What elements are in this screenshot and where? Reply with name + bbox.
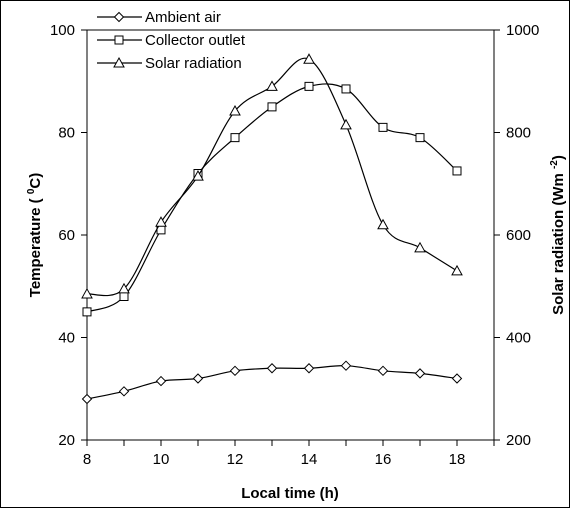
solar-radiation-data-point (155, 216, 167, 227)
right-y-tick-label: 200 (506, 432, 531, 449)
ambient-air-data-point (340, 360, 352, 371)
right-y-axis-title: Solar radiation (Wm -2) (549, 155, 567, 315)
left-y-axis-ticks: 20 40 60 80 100 (50, 22, 87, 449)
solar-radiation-data-point (81, 287, 93, 299)
x-axis-title: Local time (h) (241, 485, 339, 502)
ambient-air-data-point (377, 365, 389, 377)
ambient-air-data-point (81, 393, 93, 405)
right-y-tick-label: 600 (506, 227, 531, 244)
x-tick-label: 18 (449, 451, 466, 468)
left-y-tick-label: 80 (58, 125, 75, 142)
collector-outlet-data-point (341, 84, 351, 94)
left-y-tick-label: 40 (58, 330, 75, 347)
legend-label-collector-outlet: Collector outlet (145, 32, 246, 49)
solar-radiation-data-point (451, 264, 463, 276)
solar-radiation-data-point (377, 218, 389, 230)
ambient-air-data-point (451, 373, 463, 384)
x-tick-label: 14 (301, 451, 318, 468)
collector-outlet-data-point (415, 133, 425, 143)
x-tick-label: 16 (375, 451, 392, 468)
collector-outlet-data-point (452, 166, 462, 176)
collector-outlet-data-point (82, 307, 92, 317)
collector-outlet-data-point (304, 81, 314, 91)
x-tick-label: 12 (227, 451, 244, 468)
series-ambient-air (81, 360, 463, 405)
ambient-air-data-point (192, 373, 204, 384)
ambient-air-data-point (155, 375, 167, 387)
collector-outlet-data-point (378, 122, 388, 132)
x-tick-label: 8 (83, 451, 91, 468)
solar-radiation-data-point (266, 80, 278, 91)
legend-marker-ambient-air (113, 11, 125, 23)
x-axis-ticks: 8 10 12 14 16 18 (83, 440, 495, 468)
collector-outlet-data-point (267, 102, 277, 112)
legend: Ambient air Collector outlet Solar radiati… (97, 9, 246, 72)
legend-marker-collector-outlet (114, 35, 124, 45)
legend-label-solar-radiation: Solar radiation (145, 55, 242, 72)
solar-radiation-data-point (303, 53, 315, 64)
ambient-air-data-point (229, 365, 241, 377)
series-layer (81, 53, 463, 405)
collector-outlet-data-point (119, 292, 129, 301)
series-solar-radiation (81, 53, 463, 299)
left-y-tick-label: 100 (50, 22, 75, 39)
solar-radiation-data-point (229, 104, 241, 116)
series-collector-outlet (82, 81, 462, 317)
legend-label-ambient-air: Ambient air (145, 9, 221, 26)
ambient-air-data-point (303, 363, 315, 374)
legend-marker-solar-radiation (113, 56, 125, 68)
left-y-axis-title: Temperature ( 0C) (26, 173, 44, 297)
right-y-tick-label: 400 (506, 330, 531, 347)
left-y-tick-label: 60 (58, 227, 75, 244)
collector-outlet-data-point (230, 133, 240, 143)
right-y-tick-label: 1000 (506, 22, 539, 39)
ambient-air-data-point (266, 363, 278, 374)
solar-radiation-data-point (118, 282, 130, 294)
solar-radiation-data-point (192, 170, 204, 181)
solar-radiation-data-point (414, 241, 426, 253)
ambient-air-data-point (118, 386, 130, 397)
right-y-axis-ticks: 200 400 600 800 1000 (494, 22, 539, 449)
left-y-tick-label: 20 (58, 432, 75, 449)
ambient-air-data-point (414, 368, 426, 379)
solar-radiation-data-point (340, 118, 352, 130)
x-tick-label: 10 (153, 451, 170, 468)
right-y-tick-label: 800 (506, 125, 531, 142)
